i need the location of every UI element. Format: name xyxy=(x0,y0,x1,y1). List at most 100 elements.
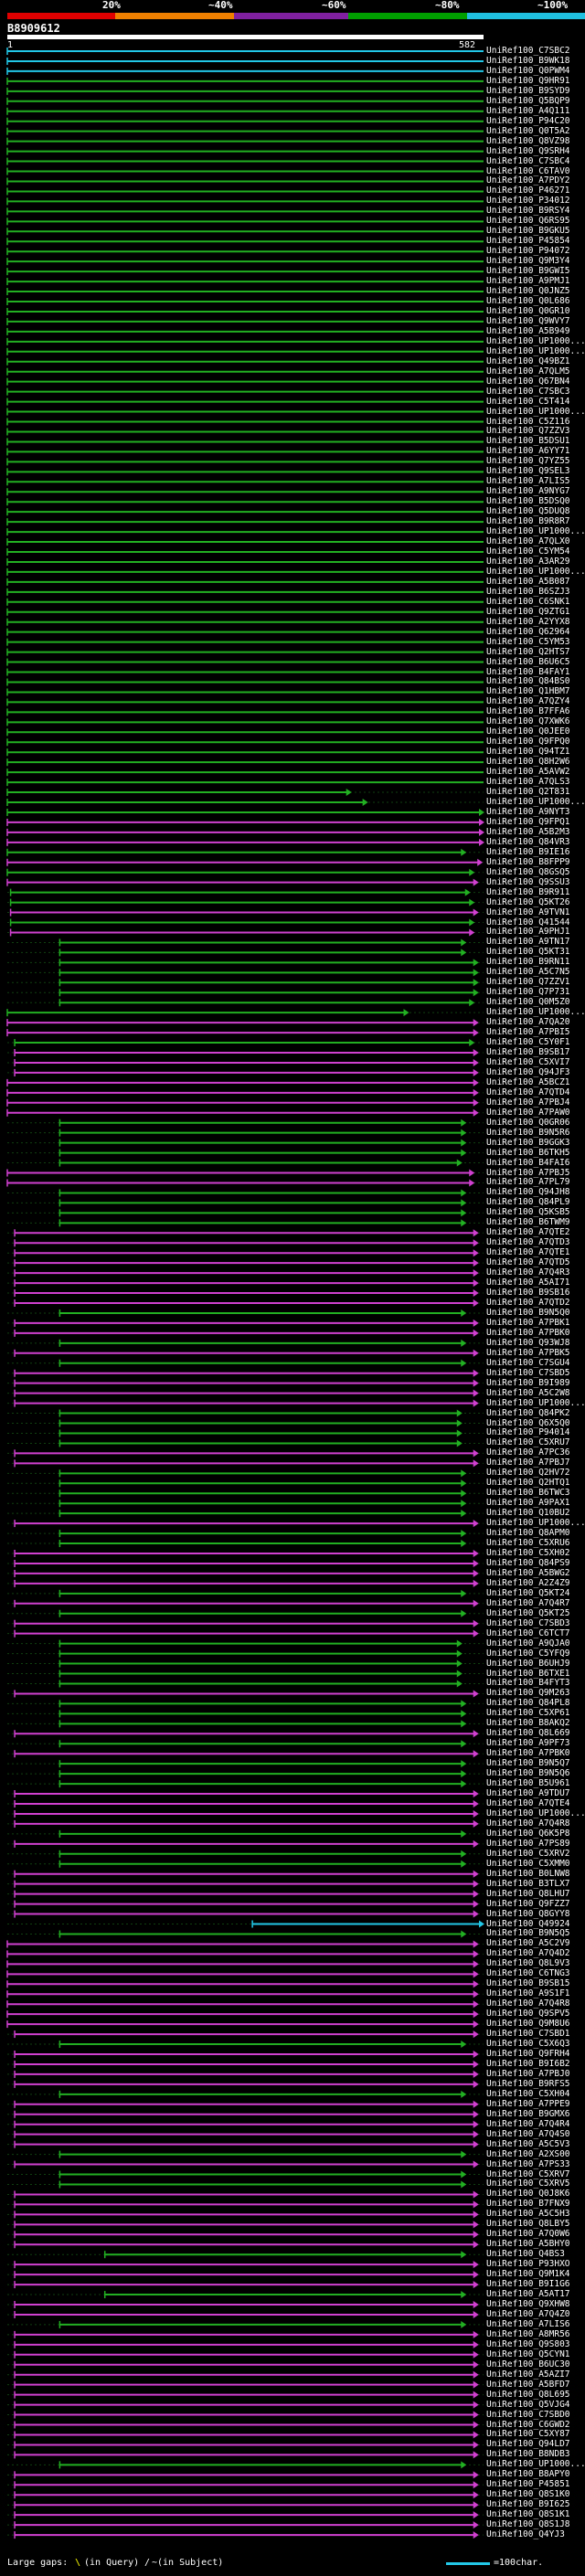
hit-track[interactable] xyxy=(6,367,484,376)
hit-track[interactable] xyxy=(7,2041,484,2049)
hit-track[interactable] xyxy=(6,228,484,236)
hit-name-label[interactable]: UniRef100_Q8L669 xyxy=(486,1728,570,1739)
hit-track[interactable] xyxy=(7,1429,484,1437)
hit-name-label[interactable]: UniRef100_A7PBK0 xyxy=(486,1748,570,1759)
hit-track[interactable] xyxy=(6,278,484,286)
hit-track[interactable] xyxy=(6,268,484,276)
hit-name-label[interactable]: UniRef100_P45854 xyxy=(486,236,570,247)
hit-track[interactable] xyxy=(6,848,484,856)
hit-track[interactable] xyxy=(7,2531,484,2539)
hit-name-label[interactable]: UniRef100_C5XRU6 xyxy=(486,1538,570,1549)
hit-track[interactable] xyxy=(7,2271,484,2279)
hit-track[interactable] xyxy=(7,1930,484,1938)
hit-name-label[interactable]: UniRef100_A7Q4R3 xyxy=(486,1267,570,1278)
hit-track[interactable] xyxy=(6,478,484,486)
hit-name-label[interactable]: UniRef100_Q4BS3 xyxy=(486,2249,565,2260)
hit-name-label[interactable]: UniRef100_A9QJA0 xyxy=(486,1638,570,1648)
hit-name-label[interactable]: UniRef100_A9PHJ1 xyxy=(486,927,570,938)
hit-name-label[interactable]: UniRef100_B9SB17 xyxy=(486,1047,570,1057)
hit-track[interactable] xyxy=(6,748,484,757)
hit-track[interactable] xyxy=(7,2221,484,2229)
hit-name-label[interactable]: UniRef100_Q8S1J8 xyxy=(486,2519,570,2530)
hit-name-label[interactable]: UniRef100_A5AVW2 xyxy=(486,767,570,778)
hit-name-label[interactable]: UniRef100_A5C2V9 xyxy=(486,1938,570,1949)
hit-track[interactable] xyxy=(6,347,484,355)
hit-track[interactable] xyxy=(7,1589,484,1597)
hit-track[interactable] xyxy=(7,1439,484,1447)
hit-track[interactable] xyxy=(7,1389,484,1397)
hit-name-label[interactable]: UniRef100_Q62964 xyxy=(486,626,570,637)
hit-name-label[interactable]: UniRef100_A7Q4S0 xyxy=(486,2128,570,2139)
hit-track[interactable] xyxy=(6,117,484,125)
hit-name-label[interactable]: UniRef100_B9WK18 xyxy=(486,55,570,66)
hit-track[interactable] xyxy=(7,2291,484,2299)
hit-track[interactable] xyxy=(7,2310,484,2318)
hit-track[interactable] xyxy=(7,1569,484,1577)
hit-name-label[interactable]: UniRef100_A7Q4R4 xyxy=(486,2118,570,2129)
hit-track[interactable] xyxy=(7,2060,484,2068)
hit-name-label[interactable]: UniRef100_Q0JNZ5 xyxy=(486,286,570,297)
hit-track[interactable] xyxy=(7,2120,484,2128)
hit-name-label[interactable]: UniRef100_B6UHJ9 xyxy=(486,1658,570,1669)
hit-track[interactable] xyxy=(6,1078,484,1087)
hit-name-label[interactable]: UniRef100_A7PL79 xyxy=(486,1177,570,1188)
hit-name-label[interactable]: UniRef100_A2Z4Z9 xyxy=(486,1577,570,1588)
hit-name-label[interactable]: UniRef100_A9TVN1 xyxy=(486,906,570,917)
hit-track[interactable] xyxy=(7,1319,484,1327)
hit-name-label[interactable]: UniRef100_Q5VJG4 xyxy=(486,2399,570,2410)
hit-name-label[interactable]: UniRef100_Q2HTQ1 xyxy=(486,1478,570,1489)
hit-track[interactable] xyxy=(7,1500,484,1508)
hit-track[interactable] xyxy=(7,1068,484,1076)
hit-name-label[interactable]: UniRef100_Q0T5A2 xyxy=(486,125,570,136)
hit-name-label[interactable]: UniRef100_Q7P731 xyxy=(486,987,570,998)
hit-track[interactable] xyxy=(7,2401,484,2409)
hit-track[interactable] xyxy=(7,1920,484,1928)
hit-name-label[interactable]: UniRef100_Q6RS95 xyxy=(486,216,570,227)
hit-name-label[interactable]: UniRef100_Q6K5P8 xyxy=(486,1828,570,1839)
hit-name-label[interactable]: UniRef100_B9GWI5 xyxy=(486,266,570,277)
hit-name-label[interactable]: UniRef100_A7PBK5 xyxy=(486,1347,570,1358)
hit-name-label[interactable]: UniRef100_Q1HBM7 xyxy=(486,686,570,697)
hit-name-label[interactable]: UniRef100_B9SB15 xyxy=(486,1978,570,1989)
hit-name-label[interactable]: UniRef100_A7PBJ0 xyxy=(486,2068,570,2079)
hit-track[interactable] xyxy=(7,999,484,1007)
hit-track[interactable] xyxy=(6,377,484,386)
hit-name-label[interactable]: UniRef100_B9SYD9 xyxy=(486,85,570,96)
hit-name-label[interactable]: UniRef100_Q84PS9 xyxy=(486,1557,570,1568)
hit-name-label[interactable]: UniRef100_Q0PWM4 xyxy=(486,65,570,76)
hit-name-label[interactable]: UniRef100_B9R911 xyxy=(486,886,570,897)
hit-name-label[interactable]: UniRef100_Q5KT31 xyxy=(486,947,570,958)
hit-track[interactable] xyxy=(7,2350,484,2359)
hit-name-label[interactable]: UniRef100_B7FFA6 xyxy=(486,706,570,717)
hit-name-label[interactable]: UniRef100_Q8H2W6 xyxy=(486,757,570,768)
hit-track[interactable] xyxy=(7,1399,484,1407)
hit-name-label[interactable]: UniRef100_B9GKU5 xyxy=(486,226,570,237)
hit-track[interactable] xyxy=(6,238,484,246)
hit-track[interactable] xyxy=(7,2090,484,2098)
hit-name-label[interactable]: UniRef100_A7Q0W6 xyxy=(486,2229,570,2240)
hit-track[interactable] xyxy=(7,1670,484,1678)
hit-track[interactable] xyxy=(6,498,484,506)
hit-name-label[interactable]: UniRef100_A9S1F1 xyxy=(486,1988,570,1999)
hit-name-label[interactable]: UniRef100_A5AI71 xyxy=(486,1277,570,1288)
hit-name-label[interactable]: UniRef100_A2YYX8 xyxy=(486,616,570,627)
hit-name-label[interactable]: UniRef100_A5BCZ1 xyxy=(486,1076,570,1087)
hit-name-label[interactable]: UniRef100_A5C5V3 xyxy=(486,2138,570,2149)
hit-name-label[interactable]: UniRef100_C7SBD3 xyxy=(486,1617,570,1628)
hit-name-label[interactable]: UniRef100_Q0GR10 xyxy=(486,305,570,316)
hit-name-label[interactable]: UniRef100_A9NYT3 xyxy=(486,806,570,817)
hit-track[interactable] xyxy=(7,1379,484,1387)
hit-name-label[interactable]: UniRef100_Q7YZ55 xyxy=(486,456,570,467)
hit-name-label[interactable]: UniRef100_A2XS00 xyxy=(486,2148,570,2159)
hit-name-label[interactable]: UniRef100_C5XRV5 xyxy=(486,2178,570,2189)
hit-name-label[interactable]: UniRef100_Q9WVY7 xyxy=(486,315,570,326)
hit-name-label[interactable]: UniRef100_Q8GSQ5 xyxy=(486,866,570,877)
hit-track[interactable] xyxy=(6,488,484,496)
hit-track[interactable] xyxy=(7,1619,484,1627)
hit-track[interactable] xyxy=(7,1730,484,1738)
hit-track[interactable] xyxy=(7,1049,484,1056)
hit-name-label[interactable]: UniRef100_P94072 xyxy=(486,246,570,257)
hit-name-label[interactable]: UniRef100_B9I6B2 xyxy=(486,2058,570,2069)
hit-name-label[interactable]: UniRef100_B9N5R6 xyxy=(486,1127,570,1138)
hit-name-label[interactable]: UniRef100_B9R8R7 xyxy=(486,516,570,527)
